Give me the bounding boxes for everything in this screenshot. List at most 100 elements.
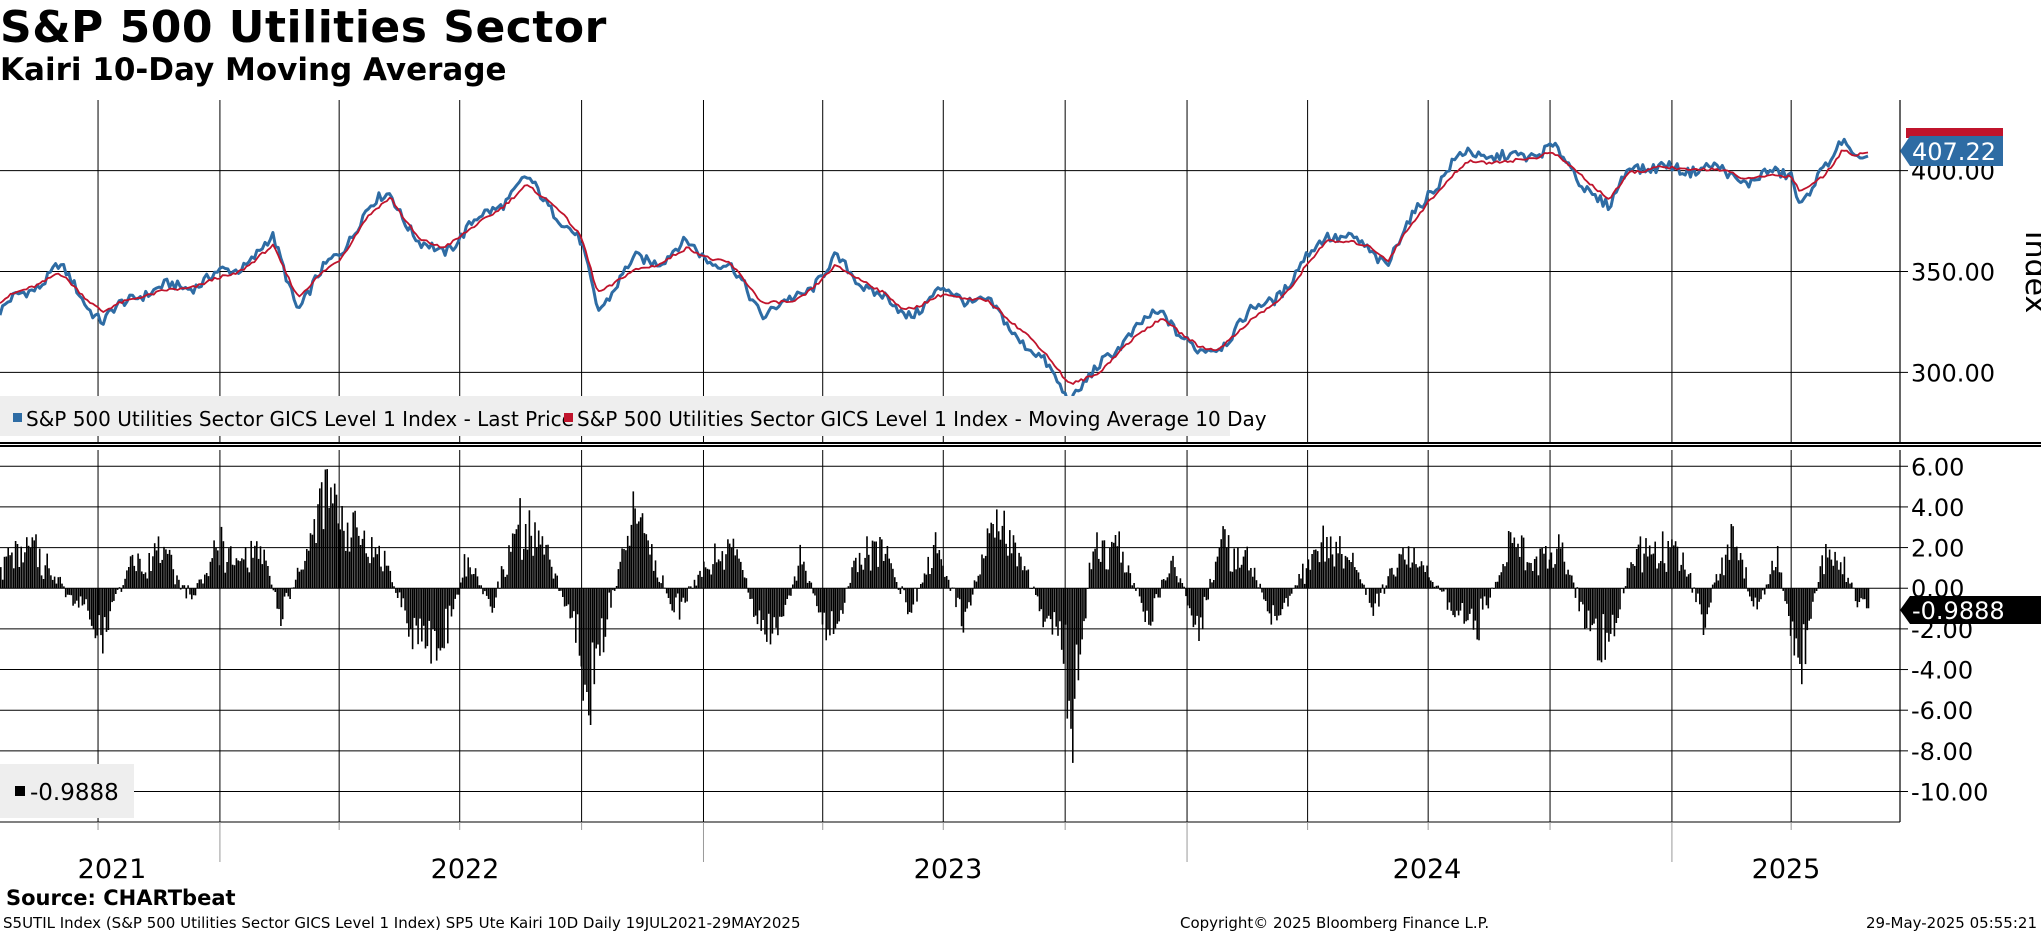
kairi-bar xyxy=(1307,559,1310,589)
kairi-bar xyxy=(1361,583,1363,589)
kairi-bar xyxy=(1209,578,1211,589)
kairi-bar xyxy=(1316,551,1319,589)
kairi-bar xyxy=(1370,588,1373,608)
kairi-bar xyxy=(1070,588,1072,729)
kairi-bar xyxy=(626,535,629,589)
kairi-bar xyxy=(1391,567,1393,589)
kairi-bar xyxy=(1867,588,1870,609)
kairi-last-value-label: -0.9888 xyxy=(1912,597,2005,625)
kairi-bar xyxy=(979,574,981,589)
kairi-bar xyxy=(491,588,494,613)
kairi-bar xyxy=(777,588,779,636)
kairi-bar xyxy=(513,533,516,589)
kairi-bar xyxy=(1283,588,1286,603)
kairi-bar xyxy=(1344,555,1347,589)
kairi-bar xyxy=(942,565,944,589)
kairi-bar xyxy=(53,576,56,589)
kairi-bar xyxy=(333,483,336,589)
kairi-bar xyxy=(1378,588,1380,607)
kairi-bar xyxy=(508,545,510,589)
kairi-bar xyxy=(476,576,479,589)
kairi-bar xyxy=(467,557,469,589)
kairi-bar xyxy=(675,588,677,598)
kairi-bar xyxy=(669,588,672,605)
kairi-bar xyxy=(1079,588,1082,655)
kairi-bar xyxy=(369,563,371,589)
kairi-bar xyxy=(204,574,206,589)
kairi-bar xyxy=(256,541,258,589)
kairi-bar xyxy=(44,565,47,589)
kairi-bar xyxy=(1430,580,1432,589)
kairi-bar xyxy=(1081,588,1083,640)
kairi-bar xyxy=(1663,563,1666,589)
kairi-bar xyxy=(424,588,427,649)
kairi-bar xyxy=(1839,562,1842,589)
ma-last-value-marker xyxy=(1906,128,2003,138)
kairi-bar xyxy=(230,546,232,589)
kairi-bar xyxy=(715,562,718,589)
kairi-bar xyxy=(417,588,419,645)
kairi-bar xyxy=(9,555,11,589)
kairi-bar xyxy=(1138,588,1141,597)
kairi-bar xyxy=(1493,588,1495,589)
kairi-bar xyxy=(823,588,826,613)
kairi-bar xyxy=(868,554,870,589)
kairi-bar xyxy=(315,543,317,589)
kairi-bar xyxy=(233,565,236,589)
price-legend-box xyxy=(0,396,1230,436)
kairi-bar xyxy=(749,588,751,599)
kairi-bar xyxy=(1200,588,1202,618)
kairi-bar xyxy=(819,588,822,613)
kairi-bar xyxy=(70,588,73,596)
kairi-bar xyxy=(1858,588,1861,602)
kairi-bar xyxy=(651,544,653,589)
x-axis-ticks xyxy=(97,822,1792,862)
kairi-bar xyxy=(450,588,453,617)
kairi-bar xyxy=(1784,588,1786,602)
kairi-bar xyxy=(1033,586,1035,589)
kairi-bar xyxy=(1528,562,1530,589)
kairi-bar xyxy=(621,548,623,589)
kairi-bar xyxy=(1276,588,1278,621)
price-y-tick-label: 300.00 xyxy=(1911,359,1995,387)
kairi-bar xyxy=(1591,588,1593,626)
kairi-bar xyxy=(1226,547,1228,589)
kairi-bar xyxy=(1099,561,1102,589)
kairi-bar xyxy=(916,588,918,602)
kairi-bar xyxy=(1763,588,1766,595)
kairi-bar xyxy=(1094,548,1096,589)
kairi-bar xyxy=(413,588,416,618)
kairi-bar xyxy=(1387,576,1389,589)
kairi-bar xyxy=(122,585,124,589)
kairi-bar xyxy=(1715,574,1718,589)
kairi-bar xyxy=(1580,588,1582,602)
kairi-bar xyxy=(192,588,195,596)
kairi-bar xyxy=(1277,588,1280,616)
kairi-bar xyxy=(537,530,540,589)
kairi-bar xyxy=(1812,588,1814,602)
kairi-bar xyxy=(855,557,857,589)
kairi-bar xyxy=(1661,531,1664,589)
kairi-bar xyxy=(945,576,948,589)
kairi-bar xyxy=(1183,586,1185,589)
kairi-bar xyxy=(1745,567,1747,589)
kairi-bar xyxy=(426,588,429,647)
kairi-bar xyxy=(387,565,390,589)
kairi-bar xyxy=(1420,561,1423,589)
kairi-bar xyxy=(222,541,225,589)
kairi-bar xyxy=(869,570,872,589)
kairi-bar xyxy=(1713,582,1716,589)
kairi-bar xyxy=(1220,539,1222,589)
kairi-bar xyxy=(250,540,252,589)
kairi-bar xyxy=(899,588,902,594)
kairi-bar xyxy=(1201,588,1204,630)
kairi-bar xyxy=(51,579,54,589)
kairi-bar xyxy=(960,588,963,627)
kairi-bar xyxy=(1621,588,1623,589)
kairi-bar xyxy=(1457,588,1460,616)
kairi-bar xyxy=(599,588,601,656)
kairi-bar xyxy=(1374,588,1376,604)
kairi-bar xyxy=(636,523,638,589)
kairi-bar xyxy=(1342,568,1345,589)
